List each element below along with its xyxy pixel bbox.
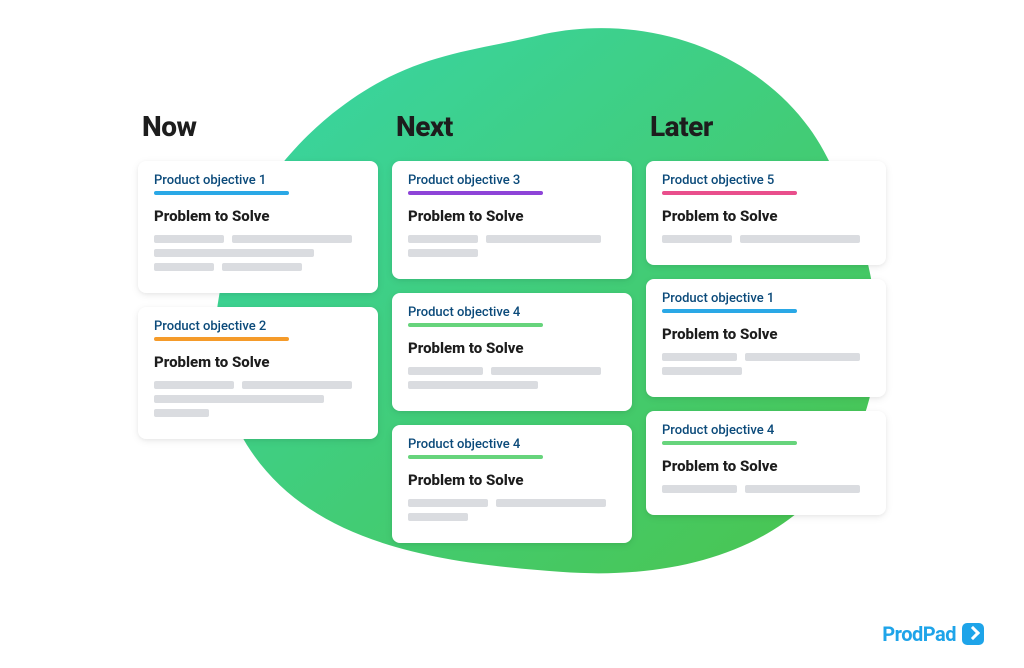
brand-name: ProdPad [882, 622, 956, 646]
placeholder-bar [408, 249, 478, 257]
column-heading-later: Later [650, 110, 886, 143]
brand-icon [962, 623, 984, 645]
placeholder-bar [232, 235, 352, 243]
column-cards-later: Product objective 5 Problem to Solve Pro… [646, 161, 886, 515]
placeholder-bar [662, 353, 737, 361]
objective-label: Product objective 1 [154, 173, 362, 188]
roadmap-card[interactable]: Product objective 4 Problem to Solve [392, 425, 632, 543]
placeholder-bar [486, 235, 601, 243]
placeholder-bar [154, 235, 224, 243]
placeholder-group [662, 485, 870, 493]
placeholder-row [154, 249, 362, 257]
problem-title: Problem to Solve [408, 339, 616, 357]
placeholder-row [662, 235, 870, 243]
objective-label: Product objective 5 [662, 173, 870, 188]
placeholder-group [408, 235, 616, 257]
placeholder-bar [740, 235, 860, 243]
problem-title: Problem to Solve [408, 471, 616, 489]
column-cards-next: Product objective 3 Problem to Solve Pro… [392, 161, 632, 543]
placeholder-group [408, 367, 616, 389]
column-heading-now: Now [142, 110, 378, 143]
problem-title: Problem to Solve [662, 457, 870, 475]
roadmap-card[interactable]: Product objective 4 Problem to Solve [392, 293, 632, 411]
problem-title: Problem to Solve [662, 207, 870, 225]
objective-label: Product objective 2 [154, 319, 362, 334]
roadmap-card[interactable]: Product objective 1 Problem to Solve [138, 161, 378, 293]
problem-title: Problem to Solve [662, 325, 870, 343]
objective-label: Product objective 4 [408, 305, 616, 320]
placeholder-bar [154, 381, 234, 389]
placeholder-row [154, 263, 362, 271]
placeholder-group [154, 381, 362, 417]
placeholder-bar [496, 499, 606, 507]
problem-title: Problem to Solve [154, 207, 362, 225]
placeholder-row [662, 353, 870, 361]
placeholder-bar [745, 353, 860, 361]
column-now: Now Product objective 1 Problem to Solve… [138, 110, 378, 439]
objective-label: Product objective 1 [662, 291, 870, 306]
placeholder-row [154, 381, 362, 389]
placeholder-bar [408, 499, 488, 507]
objective-underline [408, 191, 543, 195]
column-later: Later Product objective 5 Problem to Sol… [646, 110, 886, 515]
objective-underline [408, 323, 543, 327]
roadmap-card[interactable]: Product objective 5 Problem to Solve [646, 161, 886, 265]
placeholder-group [662, 353, 870, 375]
objective-label: Product objective 3 [408, 173, 616, 188]
roadmap-board: Now Product objective 1 Problem to Solve… [0, 0, 1024, 543]
brand-logo: ProdPad [882, 622, 984, 646]
placeholder-bar [408, 513, 468, 521]
placeholder-row [154, 235, 362, 243]
column-next: Next Product objective 3 Problem to Solv… [392, 110, 632, 543]
placeholder-bar [745, 485, 860, 493]
roadmap-card[interactable]: Product objective 3 Problem to Solve [392, 161, 632, 279]
placeholder-bar [491, 367, 601, 375]
roadmap-card[interactable]: Product objective 1 Problem to Solve [646, 279, 886, 397]
placeholder-bar [662, 367, 742, 375]
placeholder-row [154, 409, 362, 417]
placeholder-bar [222, 263, 302, 271]
placeholder-row [408, 367, 616, 375]
placeholder-bar [242, 381, 352, 389]
placeholder-row [662, 367, 870, 375]
placeholder-group [154, 235, 362, 271]
placeholder-row [408, 513, 616, 521]
placeholder-bar [408, 381, 538, 389]
placeholder-row [408, 235, 616, 243]
objective-underline [408, 455, 543, 459]
roadmap-card[interactable]: Product objective 2 Problem to Solve [138, 307, 378, 439]
objective-label: Product objective 4 [662, 423, 870, 438]
placeholder-group [408, 499, 616, 521]
objective-label: Product objective 4 [408, 437, 616, 452]
objective-underline [154, 191, 289, 195]
objective-underline [154, 337, 289, 341]
objective-underline [662, 309, 797, 313]
placeholder-row [408, 249, 616, 257]
problem-title: Problem to Solve [154, 353, 362, 371]
placeholder-bar [154, 263, 214, 271]
objective-underline [662, 191, 797, 195]
placeholder-bar [662, 485, 737, 493]
placeholder-bar [662, 235, 732, 243]
objective-underline [662, 441, 797, 445]
placeholder-bar [154, 249, 314, 257]
placeholder-group [662, 235, 870, 243]
placeholder-row [408, 381, 616, 389]
placeholder-row [154, 395, 362, 403]
placeholder-bar [154, 409, 209, 417]
column-heading-next: Next [396, 110, 632, 143]
placeholder-row [408, 499, 616, 507]
problem-title: Problem to Solve [408, 207, 616, 225]
placeholder-bar [408, 367, 483, 375]
column-cards-now: Product objective 1 Problem to Solve Pro… [138, 161, 378, 439]
roadmap-card[interactable]: Product objective 4 Problem to Solve [646, 411, 886, 515]
placeholder-bar [154, 395, 324, 403]
placeholder-bar [408, 235, 478, 243]
placeholder-row [662, 485, 870, 493]
